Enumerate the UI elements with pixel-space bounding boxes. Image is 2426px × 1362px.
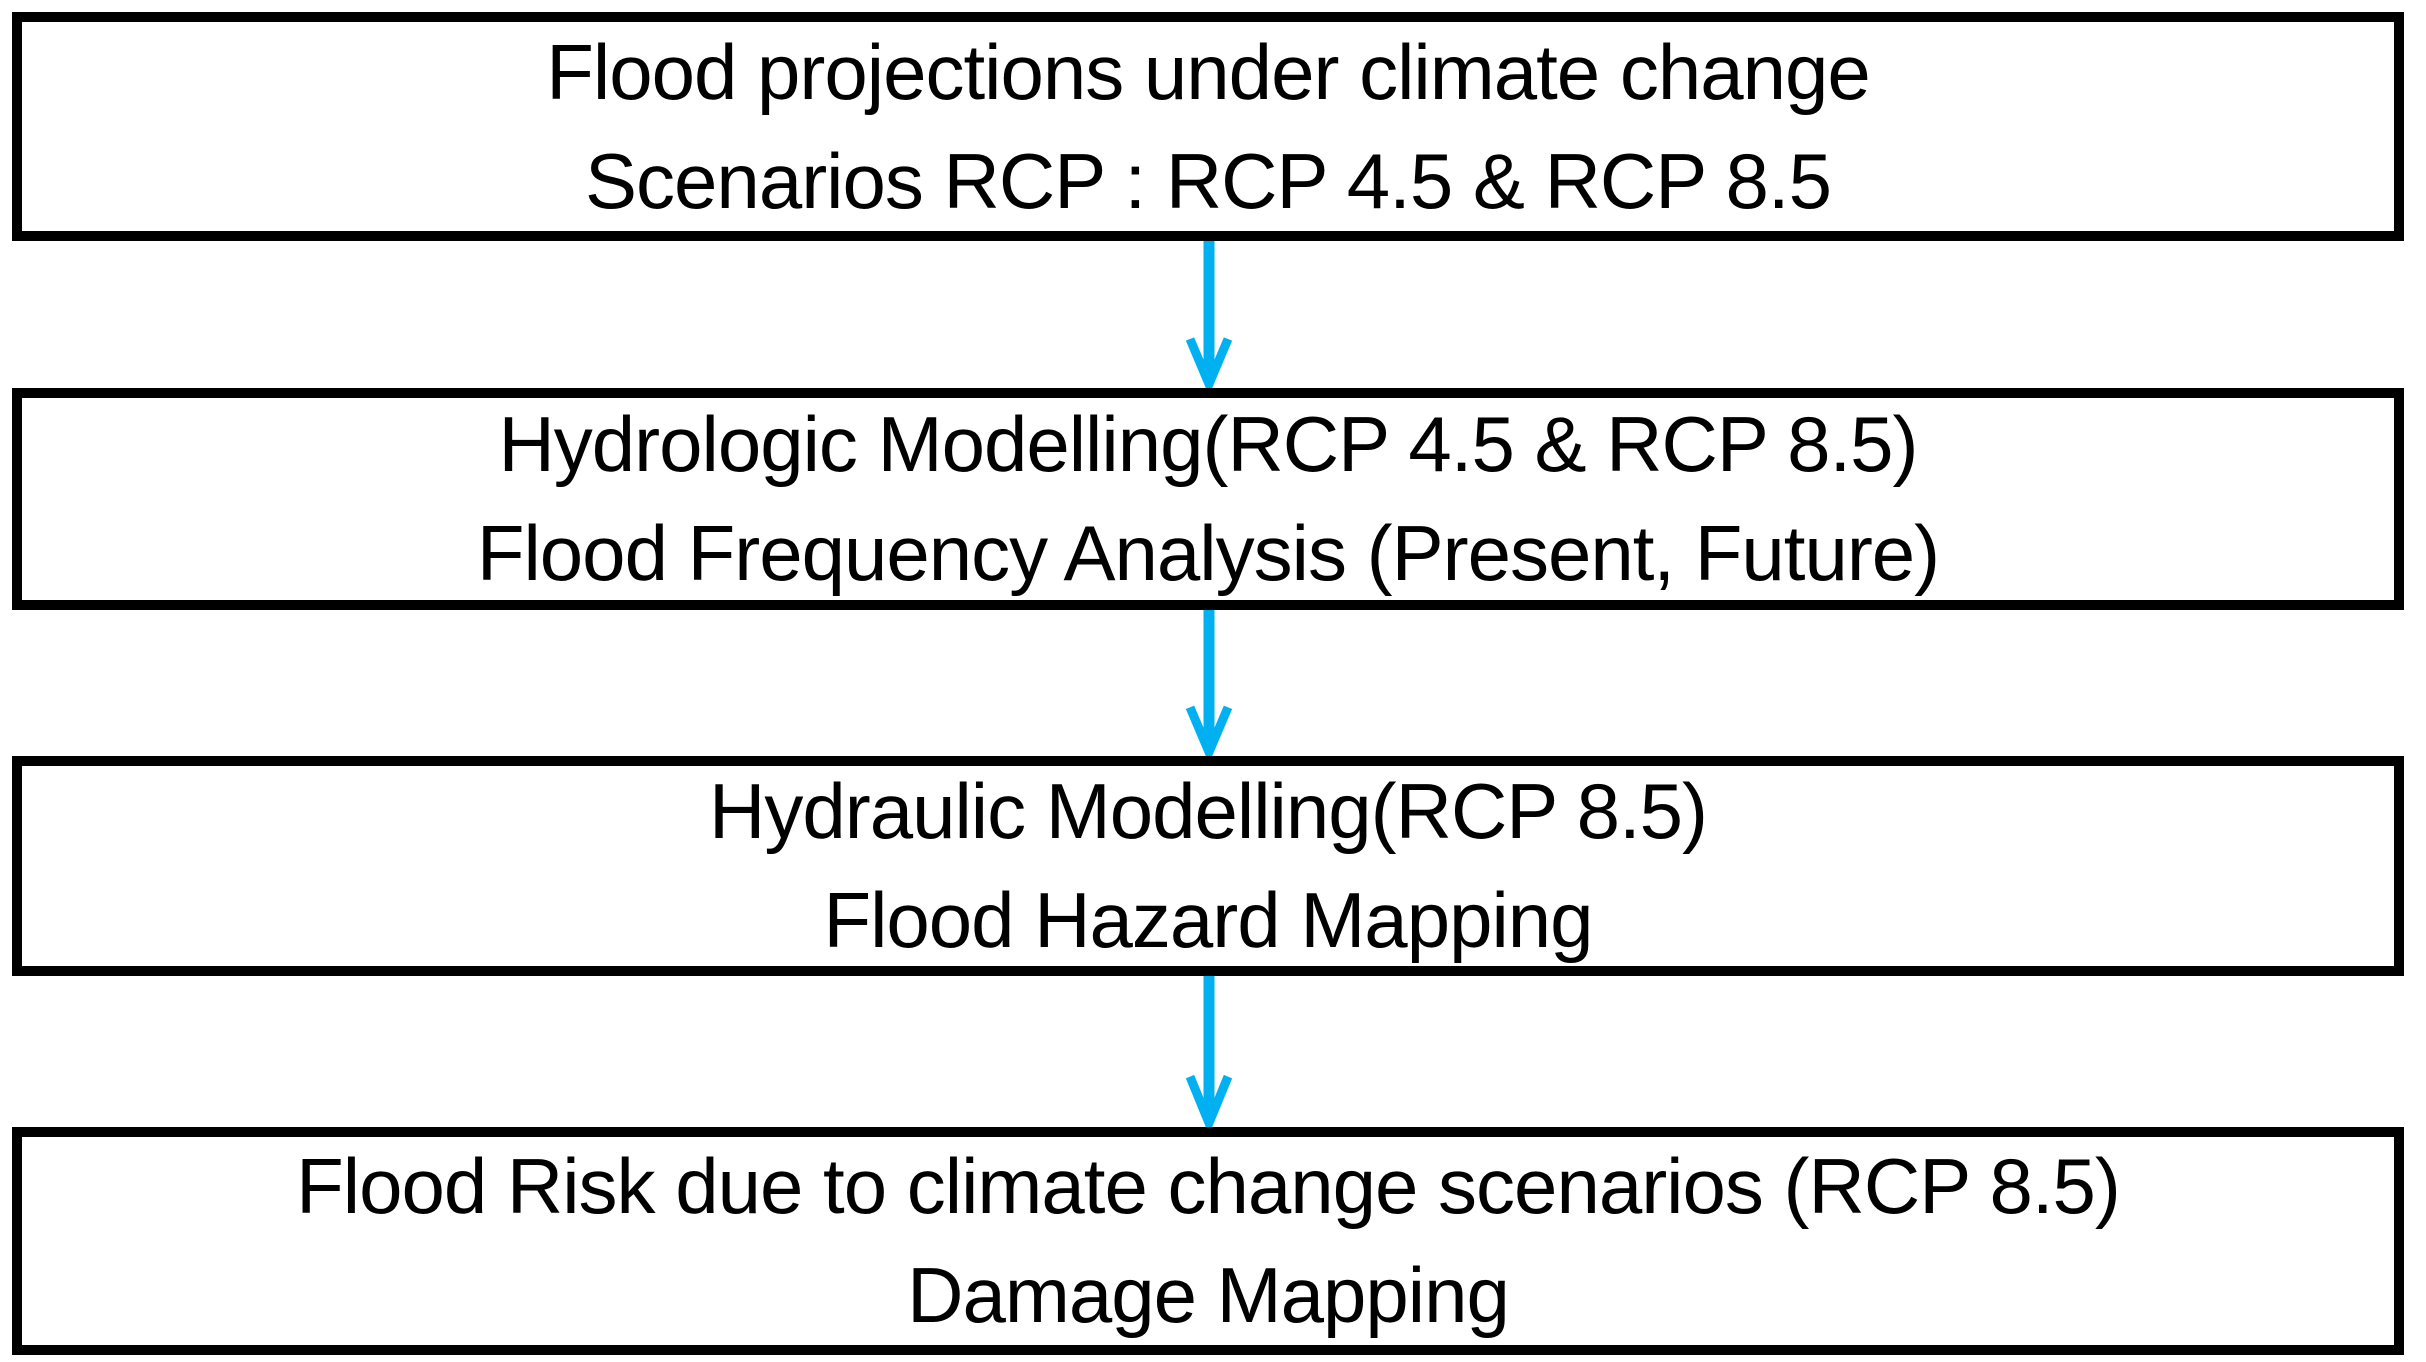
box-line: Hydrologic Modelling(RCP 4.5 & RCP 8.5)	[498, 400, 1918, 488]
box-line: Flood projections under climate change	[546, 27, 1870, 116]
flowchart-box-hydrologic-modelling: Hydrologic Modelling(RCP 4.5 & RCP 8.5) …	[12, 388, 2404, 610]
box-line: Flood Risk due to climate change scenari…	[296, 1142, 2121, 1230]
box-line: Scenarios RCP : RCP 4.5 & RCP 8.5	[585, 136, 1832, 225]
box-line: Flood Frequency Analysis (Present, Futur…	[476, 509, 1940, 597]
flowchart-box-flood-projections: Flood projections under climate change S…	[12, 12, 2404, 241]
box-line: Flood Hazard Mapping	[823, 876, 1593, 964]
down-arrow-icon	[1179, 241, 1239, 388]
box-line: Hydraulic Modelling(RCP 8.5)	[709, 767, 1708, 855]
down-arrow-icon	[1179, 610, 1239, 756]
flowchart-box-flood-risk: Flood Risk due to climate change scenari…	[12, 1127, 2404, 1355]
flowchart-box-hydraulic-modelling: Hydraulic Modelling(RCP 8.5) Flood Hazar…	[12, 756, 2404, 976]
down-arrow-icon	[1179, 976, 1239, 1127]
box-line: Damage Mapping	[907, 1251, 1510, 1339]
